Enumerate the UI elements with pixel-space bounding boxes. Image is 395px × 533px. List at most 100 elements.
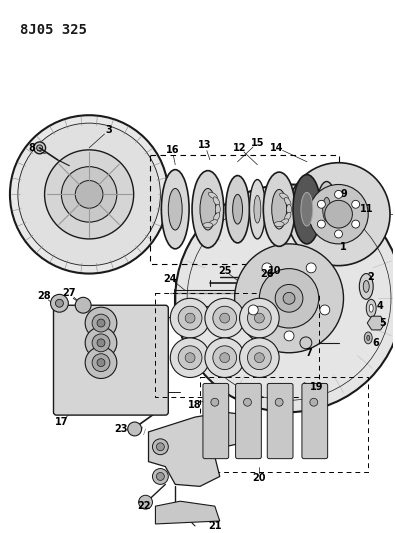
Ellipse shape [162,169,189,249]
Circle shape [85,327,117,359]
Ellipse shape [280,193,289,200]
Text: 8J05 325: 8J05 325 [20,23,87,37]
Text: 15: 15 [251,138,264,148]
Text: 14: 14 [271,143,284,153]
Circle shape [97,339,105,347]
Text: 17: 17 [55,417,68,427]
Circle shape [18,123,160,265]
Ellipse shape [254,196,261,223]
Circle shape [152,469,168,484]
Circle shape [287,163,390,265]
Circle shape [61,167,117,222]
Text: 13: 13 [198,140,212,150]
Circle shape [75,297,91,313]
Circle shape [85,307,117,339]
Circle shape [275,285,303,312]
Text: 2: 2 [367,271,374,281]
Ellipse shape [263,172,295,246]
Ellipse shape [363,280,369,293]
Ellipse shape [215,204,220,214]
Circle shape [283,293,295,304]
Circle shape [320,305,330,315]
Ellipse shape [367,335,370,341]
Ellipse shape [209,220,217,226]
Ellipse shape [359,273,373,300]
Ellipse shape [213,213,220,222]
Circle shape [152,439,168,455]
Ellipse shape [203,223,213,228]
Circle shape [170,298,210,338]
Ellipse shape [301,192,313,226]
Circle shape [55,300,63,307]
Circle shape [352,200,359,208]
Ellipse shape [200,189,216,230]
Circle shape [248,346,271,369]
Text: 1: 1 [340,242,347,252]
Circle shape [275,398,283,406]
Circle shape [262,263,272,273]
Ellipse shape [317,182,337,237]
Ellipse shape [284,197,291,206]
Circle shape [248,305,258,315]
Polygon shape [367,316,385,330]
Circle shape [260,269,319,328]
Text: 24: 24 [164,273,177,284]
Circle shape [300,337,312,349]
FancyBboxPatch shape [235,383,261,459]
Circle shape [178,346,202,369]
Circle shape [178,306,202,330]
Ellipse shape [250,180,265,239]
Circle shape [97,359,105,367]
Text: 25: 25 [218,265,231,276]
Circle shape [128,422,141,436]
Ellipse shape [213,197,220,206]
Text: 26: 26 [261,269,274,279]
Ellipse shape [284,212,291,221]
Circle shape [45,150,134,239]
Text: 5: 5 [380,318,386,328]
Circle shape [213,346,237,369]
Text: 28: 28 [37,292,51,301]
Circle shape [309,184,368,244]
Circle shape [205,298,245,338]
Ellipse shape [226,175,250,243]
Text: 4: 4 [377,301,384,311]
Text: 8: 8 [28,143,35,153]
Circle shape [211,398,219,406]
Circle shape [220,353,229,362]
Circle shape [34,142,45,154]
Circle shape [318,200,325,208]
Circle shape [185,313,195,323]
Circle shape [335,190,342,198]
Circle shape [220,313,229,323]
Circle shape [244,398,252,406]
Ellipse shape [168,189,182,230]
Text: 10: 10 [267,265,281,276]
Text: 3: 3 [105,125,112,135]
Circle shape [239,298,279,338]
Circle shape [97,319,105,327]
Circle shape [284,331,294,341]
Circle shape [51,294,68,312]
Text: 22: 22 [137,501,150,511]
Ellipse shape [274,222,284,227]
Circle shape [85,347,117,378]
Circle shape [92,334,110,352]
Ellipse shape [364,332,372,344]
FancyBboxPatch shape [267,383,293,459]
Text: 7: 7 [305,348,312,358]
FancyBboxPatch shape [302,383,327,459]
Circle shape [10,115,168,273]
Text: 11: 11 [359,204,373,214]
Text: 9: 9 [340,189,347,199]
Circle shape [254,313,264,323]
Ellipse shape [209,192,217,199]
Circle shape [92,314,110,332]
Text: 6: 6 [373,338,380,348]
Text: 12: 12 [233,143,246,153]
Polygon shape [149,412,248,486]
Polygon shape [156,501,220,524]
Ellipse shape [192,171,224,248]
Text: 16: 16 [166,145,179,155]
Ellipse shape [233,195,243,224]
